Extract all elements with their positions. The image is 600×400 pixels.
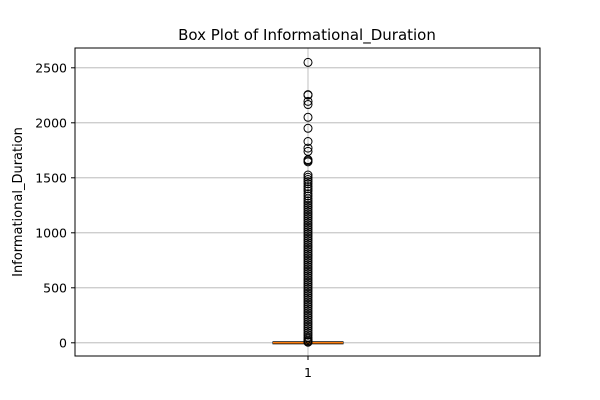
flier-point: [303, 229, 313, 239]
chart-title: Box Plot of Informational_Duration: [178, 26, 436, 45]
flier-point: [303, 182, 313, 192]
flier-point: [303, 242, 313, 252]
flier-point: [303, 143, 313, 153]
y-tick-label: 1000: [35, 225, 67, 240]
flier-point: [303, 57, 313, 67]
flier-point: [303, 100, 313, 110]
flier-point: [303, 238, 313, 248]
flier-point: [303, 200, 313, 210]
flier-point: [303, 214, 313, 223]
grid-lines: [75, 48, 540, 356]
flier-point: [303, 264, 313, 274]
flier-point: [303, 220, 313, 230]
y-tick-label: 500: [43, 280, 67, 295]
y-tick-label: 1500: [35, 170, 67, 185]
flier-point: [303, 295, 313, 305]
plot-frame: [74, 47, 541, 357]
flier-point: [303, 172, 313, 182]
flier-point: [303, 203, 313, 212]
flier-point: [303, 198, 313, 208]
y-axis-label: Informational_Duration: [11, 127, 26, 277]
flier-point: [303, 262, 313, 272]
flier-point: [303, 225, 313, 234]
flier-point: [303, 330, 313, 340]
flier-point: [303, 247, 313, 256]
flier-point: [303, 306, 313, 316]
flier-point: [303, 222, 313, 232]
flier-point: [303, 291, 313, 300]
flier-point: [303, 337, 313, 347]
flier-point: [303, 286, 313, 296]
flier-point: [303, 174, 313, 184]
flier-point: [303, 324, 313, 333]
flier-point: [303, 112, 313, 122]
flier-point: [303, 313, 313, 322]
flier-point: [303, 275, 313, 285]
y-tick-label: 0: [59, 335, 67, 350]
flier-point: [303, 231, 313, 241]
flier-point: [303, 317, 313, 327]
y-tick-label: 2500: [35, 60, 67, 75]
flier-point: [303, 260, 313, 270]
flier-point: [303, 299, 313, 309]
flier-point: [303, 293, 313, 303]
y-axis: 0 500 1000 1500 2000 2500: [35, 60, 75, 350]
flier-point: [303, 266, 313, 276]
flier-point: [303, 271, 313, 281]
flier-point: [303, 211, 313, 221]
flier-point: [303, 170, 313, 180]
flier-point: [303, 310, 313, 320]
flier-point: [303, 205, 313, 215]
flier-point: [303, 273, 313, 283]
flier-point: [303, 288, 313, 298]
flier-point: [303, 179, 313, 189]
flier-point: [303, 319, 313, 329]
flier-point: [303, 302, 313, 311]
flier-point: [303, 233, 313, 243]
flier-point: [303, 280, 313, 289]
flier-point: [303, 218, 313, 228]
x-tick-label: 1: [304, 365, 312, 380]
flier-point: [303, 90, 313, 100]
flier-point: [303, 191, 313, 201]
flier-point: [303, 255, 313, 265]
flier-point: [303, 269, 313, 278]
flier-point: [303, 304, 313, 314]
y-tick-label: 2000: [35, 115, 67, 130]
flier-point: [303, 123, 313, 133]
flier-point: [303, 236, 313, 245]
flier-point: [303, 282, 313, 292]
flier-point: [303, 216, 313, 226]
flier-point: [303, 244, 313, 254]
flier-point: [303, 240, 313, 250]
x-axis: 1: [304, 356, 312, 380]
flier-point: [303, 315, 313, 325]
flier-point: [303, 297, 313, 307]
flier-point: [303, 277, 313, 287]
flier-point: [303, 189, 313, 199]
flier-point: [303, 196, 313, 206]
flier-point: [303, 253, 313, 263]
flier-point: [303, 194, 313, 204]
flier-point: [303, 207, 313, 217]
flier-point: [303, 177, 313, 187]
flier-point: [303, 96, 313, 106]
plot-area: [272, 57, 344, 347]
flier-point: [303, 137, 313, 146]
flier-point: [303, 209, 313, 219]
flier-point: [303, 249, 313, 259]
flier-point: [303, 184, 313, 194]
flier-point: [303, 258, 313, 267]
flier-point: [303, 284, 313, 294]
flier-point: [303, 157, 313, 167]
flier-point: [303, 227, 313, 237]
flier-point: [303, 251, 313, 261]
flier-point: [303, 308, 313, 318]
flier-point: [303, 321, 313, 331]
